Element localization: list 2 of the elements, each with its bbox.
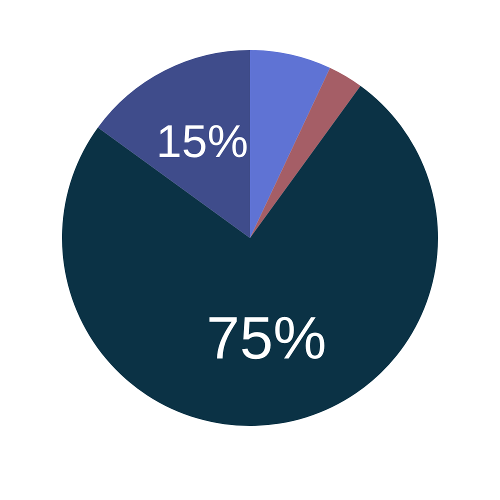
data-label: 75% xyxy=(206,304,327,372)
data-label: 15% xyxy=(156,114,248,167)
